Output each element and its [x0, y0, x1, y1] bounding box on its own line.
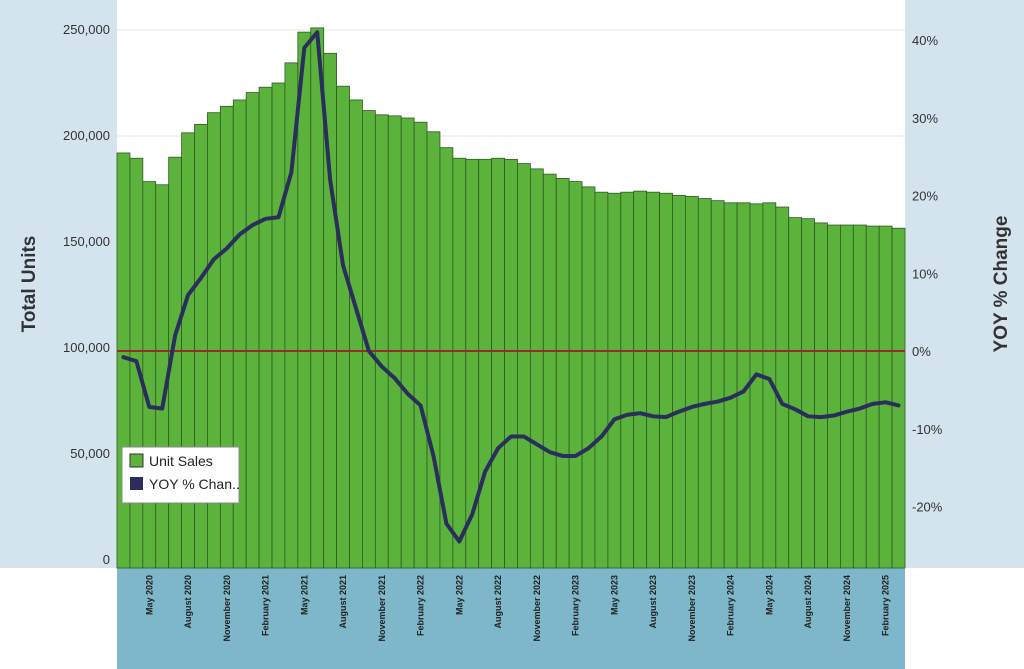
x-tick-label-19: February 2025 — [881, 575, 891, 636]
bar-58 — [865, 225, 880, 569]
bar-32 — [529, 168, 544, 569]
bar-26 — [452, 157, 467, 569]
bar-47 — [723, 202, 738, 569]
x-tick-label-7: February 2022 — [416, 575, 426, 636]
x-axis-ticks: May 2020 August 2020 November 2020 February… — [144, 575, 890, 642]
yoy-line-group — [121, 30, 901, 544]
bar-51 — [775, 206, 790, 569]
x-tick-label-9: August 2022 — [493, 575, 503, 629]
x-tick-label-13: August 2023 — [648, 575, 658, 629]
bar-22 — [400, 117, 415, 569]
bar-57 — [852, 224, 867, 569]
bar-10 — [245, 92, 260, 569]
x-tick-label-3: February 2021 — [261, 575, 271, 636]
bar-15 — [310, 27, 325, 569]
legend-swatch-yoy — [130, 477, 143, 490]
bar-41 — [646, 191, 660, 569]
left-tick-label-3: 150,000 — [63, 234, 110, 249]
x-tick-label-4: May 2021 — [299, 575, 309, 615]
left-tick-label-0: 0 — [103, 552, 110, 567]
bar-27 — [465, 158, 480, 569]
legend-label-yoy: YOY % Chan.. — [149, 476, 240, 492]
x-tick-label-8: May 2022 — [454, 575, 464, 615]
legend[interactable]: Unit Sales YOY % Chan.. — [121, 446, 240, 504]
bar-40 — [633, 190, 648, 569]
right-tick-label-5: 30% — [912, 111, 938, 126]
bar-29 — [491, 157, 505, 569]
bar-42 — [659, 192, 673, 569]
left-axis-ticks: 0 50,000 100,000 150,000 200,000 250,000 — [63, 22, 110, 567]
bar-38 — [607, 192, 622, 569]
bar-45 — [697, 198, 712, 569]
left-axis-title: Total Units — [19, 236, 40, 333]
right-tick-label-6: 40% — [912, 33, 938, 48]
bar-23 — [413, 121, 428, 569]
x-tick-label-12: May 2023 — [609, 575, 619, 615]
x-tick-label-6: November 2021 — [377, 575, 387, 642]
bar-46 — [710, 200, 725, 569]
bar-59 — [878, 225, 893, 569]
x-tick-label-2: November 2020 — [222, 575, 232, 642]
bar-31 — [517, 163, 531, 569]
x-tick-label-11: February 2023 — [571, 575, 581, 636]
legend-label-unit-sales: Unit Sales — [149, 453, 213, 469]
bar-28 — [478, 158, 493, 569]
x-tick-label-10: November 2022 — [532, 575, 542, 642]
x-tick-label-14: November 2023 — [687, 575, 697, 642]
bar-21 — [387, 115, 402, 569]
x-tick-label-15: February 2024 — [726, 575, 736, 636]
bar-55 — [827, 224, 841, 569]
bar-35 — [568, 181, 583, 569]
bar-60 — [891, 227, 906, 569]
bar-56 — [840, 224, 854, 569]
right-axis-title: YOY % Change — [991, 216, 1012, 353]
bar-33 — [542, 173, 557, 569]
bar-54 — [814, 222, 828, 569]
unit-sales-bars — [116, 27, 906, 569]
right-tick-label-2: 0% — [912, 344, 931, 359]
bar-17 — [336, 85, 350, 569]
bar-18 — [349, 99, 363, 569]
right-tick-label-3: 10% — [912, 266, 938, 281]
bar-12 — [271, 82, 286, 569]
bar-37 — [594, 191, 609, 569]
bar-53 — [801, 218, 815, 569]
x-tick-label-16: May 2024 — [764, 575, 774, 615]
bar-39 — [620, 191, 635, 569]
bar-36 — [581, 186, 596, 569]
legend-swatch-unit-sales — [129, 453, 144, 468]
bar-11 — [258, 86, 273, 569]
bar-52 — [788, 217, 803, 569]
bar-30 — [504, 158, 518, 569]
x-tick-label-17: August 2024 — [803, 575, 813, 629]
bar-34 — [555, 177, 570, 569]
right-axis-ticks: -20% -10% 0% 10% 20% 30% 40% — [912, 33, 943, 515]
right-tick-label-1: -10% — [912, 422, 943, 437]
right-tick-label-0: -20% — [912, 500, 943, 515]
x-tick-label-5: August 2021 — [338, 575, 348, 629]
right-axis-panel — [905, 0, 1024, 568]
left-tick-label-4: 200,000 — [63, 128, 110, 143]
bar-24 — [426, 131, 441, 569]
bar-43 — [672, 194, 686, 569]
left-axis-panel — [0, 0, 117, 568]
x-tick-label-0: May 2020 — [144, 575, 154, 615]
left-tick-label-1: 50,000 — [70, 446, 110, 461]
bar-49 — [749, 203, 764, 569]
bar-20 — [374, 114, 389, 569]
x-tick-label-1: August 2020 — [183, 575, 193, 629]
bar-44 — [684, 196, 699, 569]
yoy-line — [121, 30, 901, 544]
bar-2 — [142, 181, 157, 569]
x-axis-panel — [117, 568, 905, 669]
x-tick-label-18: November 2024 — [842, 575, 852, 642]
left-tick-label-5: 250,000 — [63, 22, 110, 37]
right-tick-label-4: 20% — [912, 189, 938, 204]
bar-14 — [297, 31, 312, 569]
left-tick-label-2: 100,000 — [63, 340, 110, 355]
